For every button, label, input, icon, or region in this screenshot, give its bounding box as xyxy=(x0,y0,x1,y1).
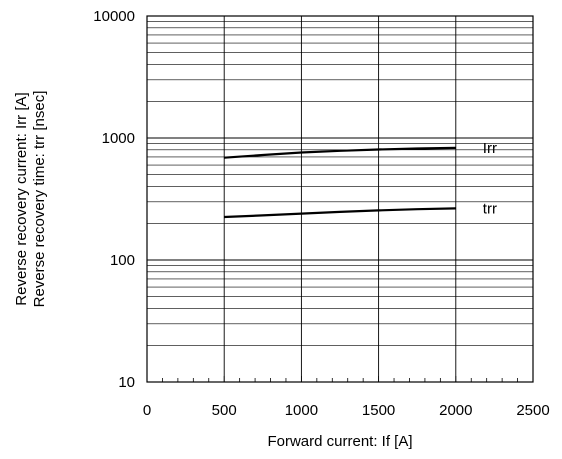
axis-ticks xyxy=(146,376,534,382)
y-tick-label: 100 xyxy=(110,252,135,269)
y-tick-label: 1000 xyxy=(102,130,135,147)
plot-frame xyxy=(146,15,534,383)
y-axis-label-line-2: Reverse recovery time: trr [nsec] xyxy=(31,91,48,308)
series-lines xyxy=(224,146,456,219)
x-tick-label: 1000 xyxy=(285,402,318,419)
y-tick-label: 10 xyxy=(118,374,135,391)
y-axis-label-line-1: Reverse recovery current: Irr [A] xyxy=(13,92,30,305)
x-axis-label: Forward current: If [A] xyxy=(267,433,412,450)
y-tick-label: 10000 xyxy=(93,8,135,25)
x-tick-label: 500 xyxy=(212,402,237,419)
series-label-trr: trr xyxy=(483,200,497,217)
grid xyxy=(147,16,533,382)
x-tick-label: 1500 xyxy=(362,402,395,419)
x-tick-label: 2500 xyxy=(516,402,549,419)
series-line-irr xyxy=(224,146,456,159)
x-tick-label: 0 xyxy=(143,402,151,419)
series-label-irr: Irr xyxy=(483,140,497,157)
tick-labels: 0 500 1000 1500 2000 2500 10 100 1000 10000 Irr trr xyxy=(93,8,549,419)
series-line-trr xyxy=(224,207,456,219)
x-tick-label: 2000 xyxy=(439,402,472,419)
